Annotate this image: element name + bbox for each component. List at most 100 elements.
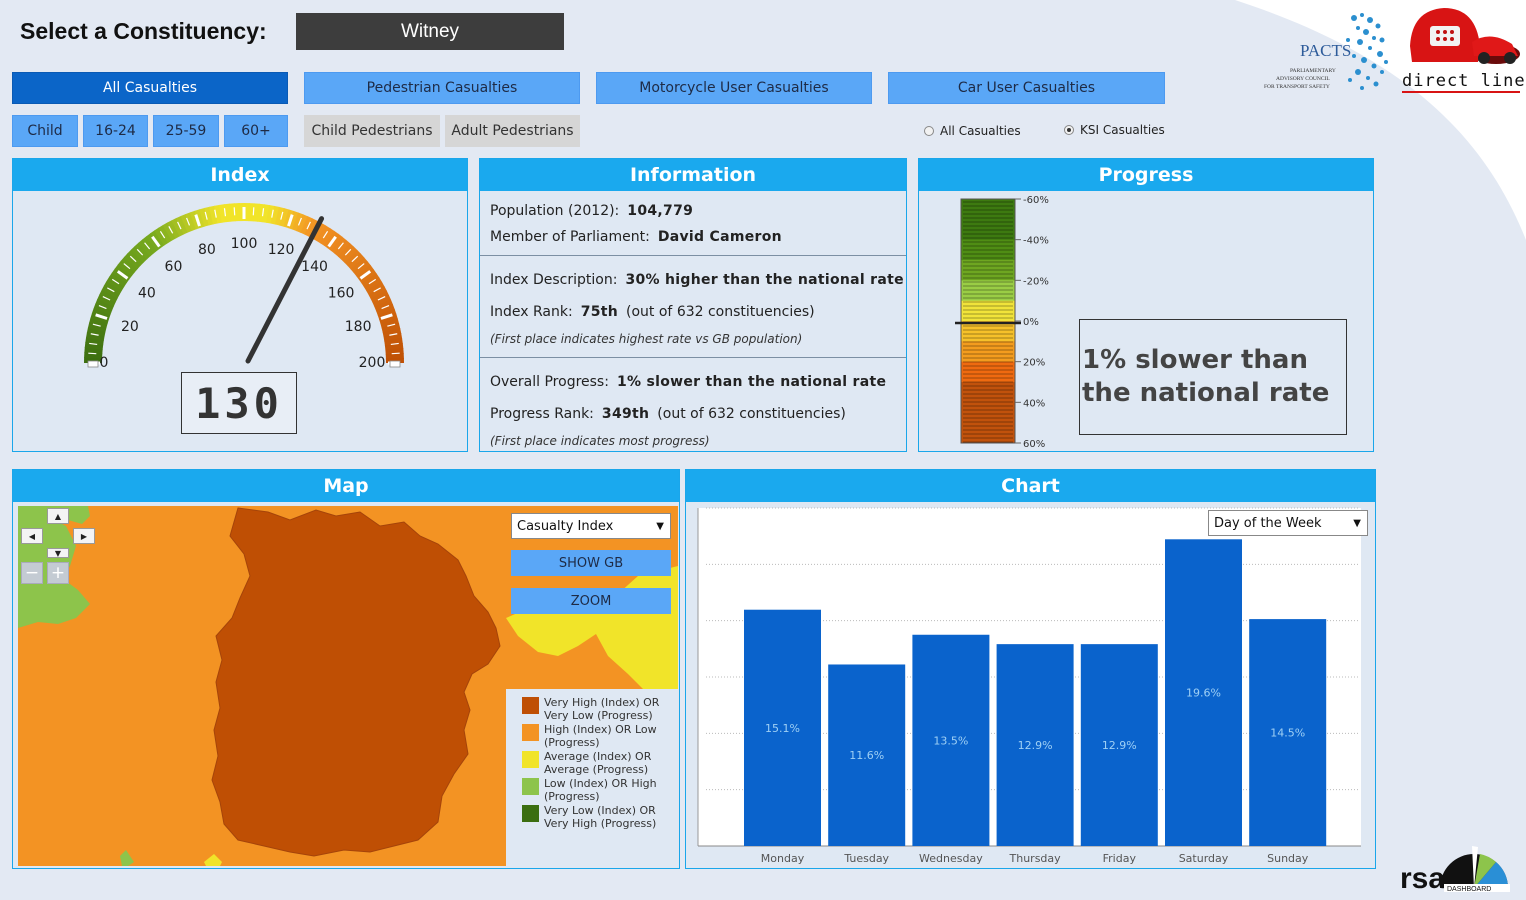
- map-metric-value: Casualty Index: [517, 518, 614, 534]
- information-panel: Information Population (2012): 104,779 Me…: [479, 158, 907, 452]
- chart-dimension-dropdown[interactable]: Day of the Week ▼: [1208, 510, 1368, 536]
- gauge-band: [171, 217, 185, 237]
- radio-all-casualties[interactable]: All Casualties: [924, 124, 1021, 138]
- gauge-band: [341, 246, 358, 264]
- radio-dot-selected[interactable]: [1064, 125, 1074, 135]
- progress-rank-value: 349th: [601, 406, 650, 422]
- progress-band: [961, 341, 1015, 363]
- index-description-label: Index Description:: [490, 272, 618, 288]
- pan-down-icon[interactable]: ▼: [47, 548, 69, 558]
- gauge-band: [350, 257, 368, 274]
- gauge-band: [334, 239, 351, 257]
- gauge-tick: [390, 342, 399, 346]
- radio-dot[interactable]: [924, 126, 934, 136]
- progress-panel: Progress -60% -40% -20% 0% 20% 40% 60%: [918, 158, 1374, 452]
- map-metric-dropdown[interactable]: Casualty Index ▼: [511, 513, 671, 539]
- gauge-band: [320, 227, 335, 246]
- gauge-end-cap: [87, 360, 99, 368]
- gauge-band: [279, 208, 290, 227]
- progress-scale-label: -20%: [1023, 276, 1049, 287]
- overall-progress-value: 1% slower than the national rate: [616, 374, 887, 390]
- filter-child[interactable]: Child: [12, 115, 78, 147]
- chart-bar-label: 19.6%: [1186, 687, 1221, 700]
- progress-band: [961, 321, 1015, 342]
- day-of-week-chart: 15.1% Monday 11.6% Tuesday 13.5% Wednesday 12.…: [697, 507, 1361, 865]
- progress-rank-row: Progress Rank: 349th (out of 632 constitue…: [490, 406, 846, 422]
- pan-left-icon[interactable]: ◀: [21, 528, 43, 544]
- progress-scale-label: -60%: [1023, 195, 1049, 206]
- gauge-tick-label: 120: [268, 242, 295, 258]
- show-gb-button[interactable]: SHOW GB: [511, 550, 671, 576]
- rsa-gauge-icon: rsa DASHBOARD: [1400, 846, 1510, 895]
- gauge-band: [111, 268, 130, 284]
- gauge-tick: [261, 208, 265, 217]
- gauge-tick: [144, 242, 151, 250]
- tab-motorcycle-casualties[interactable]: Motorcycle User Casualties: [596, 72, 872, 104]
- gauge-band: [385, 352, 404, 360]
- gauge-tick-label: 0: [100, 355, 109, 371]
- zoom-in-icon[interactable]: +: [47, 562, 69, 584]
- radio-ksi-casualties[interactable]: KSI Casualties: [1064, 123, 1165, 137]
- gauge-tick: [107, 287, 115, 293]
- pan-up-icon[interactable]: ▲: [47, 508, 69, 524]
- chart-category-label: Tuesday: [843, 852, 889, 865]
- progress-thermometer: -60% -40% -20% 0% 20% 40% 60%: [955, 195, 1049, 450]
- tab-pedestrian-casualties[interactable]: Pedestrian Casualties: [304, 72, 580, 104]
- gauge-band: [372, 294, 392, 308]
- legend-swatch: [522, 778, 539, 795]
- filter-16-24[interactable]: 16-24: [83, 115, 148, 147]
- pan-right-icon[interactable]: ▶: [73, 528, 95, 544]
- gauge-tick: [129, 255, 137, 263]
- direct-line-text: direct line: [1402, 71, 1524, 91]
- gauge-band: [117, 260, 136, 276]
- zoom-button[interactable]: ZOOM: [511, 588, 671, 614]
- gauge-tick-label: 160: [328, 285, 355, 301]
- chart-bar: [1249, 619, 1327, 846]
- filter-child-pedestrians[interactable]: Child Pedestrians: [304, 115, 440, 147]
- filter-60-plus[interactable]: 60+: [224, 115, 288, 147]
- filter-25-59[interactable]: 25-59: [153, 115, 219, 147]
- rsa-dashboard-logo: rsa DASHBOARD: [1400, 842, 1520, 895]
- direct-line-logo: direct line: [1400, 4, 1525, 96]
- gauge-band: [382, 328, 402, 338]
- gauge-band: [101, 285, 120, 299]
- gauge-band: [331, 236, 347, 255]
- progress-scale-label: 20%: [1023, 358, 1045, 369]
- gauge-tick-label: 100: [231, 236, 258, 252]
- chart-dimension-value: Day of the Week: [1214, 515, 1322, 531]
- gauge-tick-label: 40: [138, 285, 156, 301]
- pacts-dots-icon: PACTS PARLIAMENTARY ADVISORY COUNCIL FOR…: [1264, 13, 1388, 90]
- legend-label: High (Index) OR Low (Progress): [544, 723, 657, 749]
- chart-bar-label: 15.1%: [765, 722, 800, 735]
- index-value: 130: [181, 372, 297, 434]
- radio-label: All Casualties: [940, 124, 1021, 138]
- filter-adult-pedestrians[interactable]: Adult Pedestrians: [445, 115, 580, 147]
- gauge-tick-label: 200: [359, 355, 386, 371]
- tab-all-casualties[interactable]: All Casualties: [12, 72, 288, 104]
- info-divider: [480, 255, 906, 256]
- tab-car-user-casualties[interactable]: Car User Casualties: [888, 72, 1165, 104]
- gauge-band: [120, 256, 138, 273]
- constituency-select[interactable]: Witney: [296, 13, 564, 50]
- gauge-band: [380, 318, 400, 329]
- gauge-band: [287, 210, 299, 230]
- index-description-value: 30% higher than the national rate: [625, 272, 904, 288]
- chart-bar-label: 11.6%: [849, 749, 884, 762]
- gauge-band: [363, 277, 383, 292]
- index-rank-note: (First place indicates highest rate vs G…: [490, 332, 803, 346]
- gauge-band: [274, 206, 285, 226]
- gauge-tick: [359, 270, 372, 280]
- gauge-band: [123, 252, 141, 270]
- chart-category-label: Wednesday: [919, 852, 983, 865]
- gauge-band: [266, 204, 275, 224]
- gauge-tick: [116, 270, 129, 280]
- gauge-band: [344, 249, 362, 267]
- gauge-band: [87, 322, 107, 333]
- legend-label: Very High (Index) OR Very Low (Progress): [544, 696, 660, 722]
- gauge-band: [379, 313, 398, 325]
- legend-swatch: [522, 724, 539, 741]
- gauge-band: [370, 290, 390, 304]
- select-constituency-label: Select a Constituency:: [20, 18, 267, 44]
- zoom-out-icon[interactable]: −: [21, 562, 43, 584]
- gauge-tick: [159, 230, 166, 239]
